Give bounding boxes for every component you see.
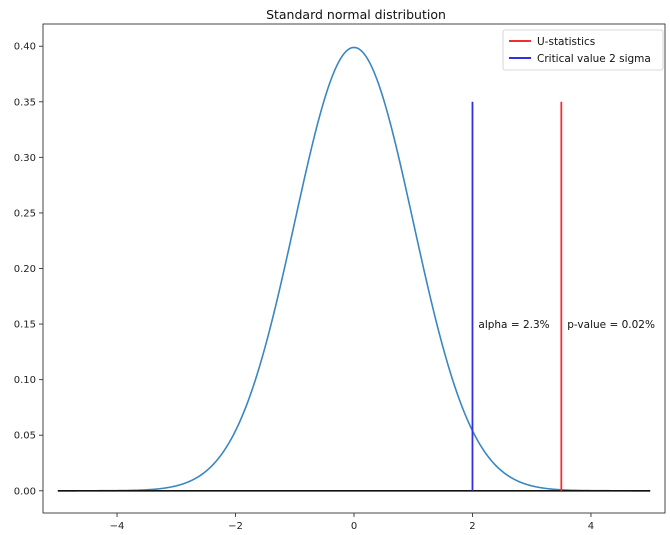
x-axis: −4 −2 0 2 4 (110, 513, 594, 532)
y-tick-label: 0.25 (14, 208, 36, 219)
x-tick-label: 0 (351, 521, 357, 532)
annotations: alpha = 2.3% p-value = 0.02% (478, 319, 655, 331)
annotation-label: p-value = 0.02% (567, 319, 655, 331)
normal-pdf-curve (57, 46, 651, 492)
x-tick-label: −4 (110, 521, 125, 532)
legend: U-statistics Critical value 2 sigma (502, 29, 664, 71)
annotation-label: alpha = 2.3% (478, 319, 549, 331)
y-tick-label: 0.15 (14, 320, 36, 331)
legend-box (502, 29, 664, 71)
legend-label: U-statistics (537, 36, 595, 48)
axes-frame (42, 23, 666, 514)
plot-area (57, 46, 651, 492)
y-tick-label: 0.05 (14, 431, 36, 442)
y-tick-label: 0.35 (14, 97, 36, 108)
y-axis: 0.00 0.05 0.10 0.15 0.20 0.25 0.30 0.35 0.40 (14, 42, 43, 497)
y-tick-label: 0.20 (14, 264, 36, 275)
chart-title: Standard normal distribution (266, 7, 446, 22)
x-tick-label: 2 (469, 521, 475, 532)
y-tick-label: 0.30 (14, 153, 36, 164)
y-tick-label: 0.10 (14, 375, 36, 386)
legend-label: Critical value 2 sigma (537, 53, 651, 65)
x-tick-label: 4 (588, 521, 594, 532)
y-tick-label: 0.40 (14, 42, 36, 53)
x-tick-label: −2 (228, 521, 243, 532)
y-tick-label: 0.00 (14, 486, 36, 497)
